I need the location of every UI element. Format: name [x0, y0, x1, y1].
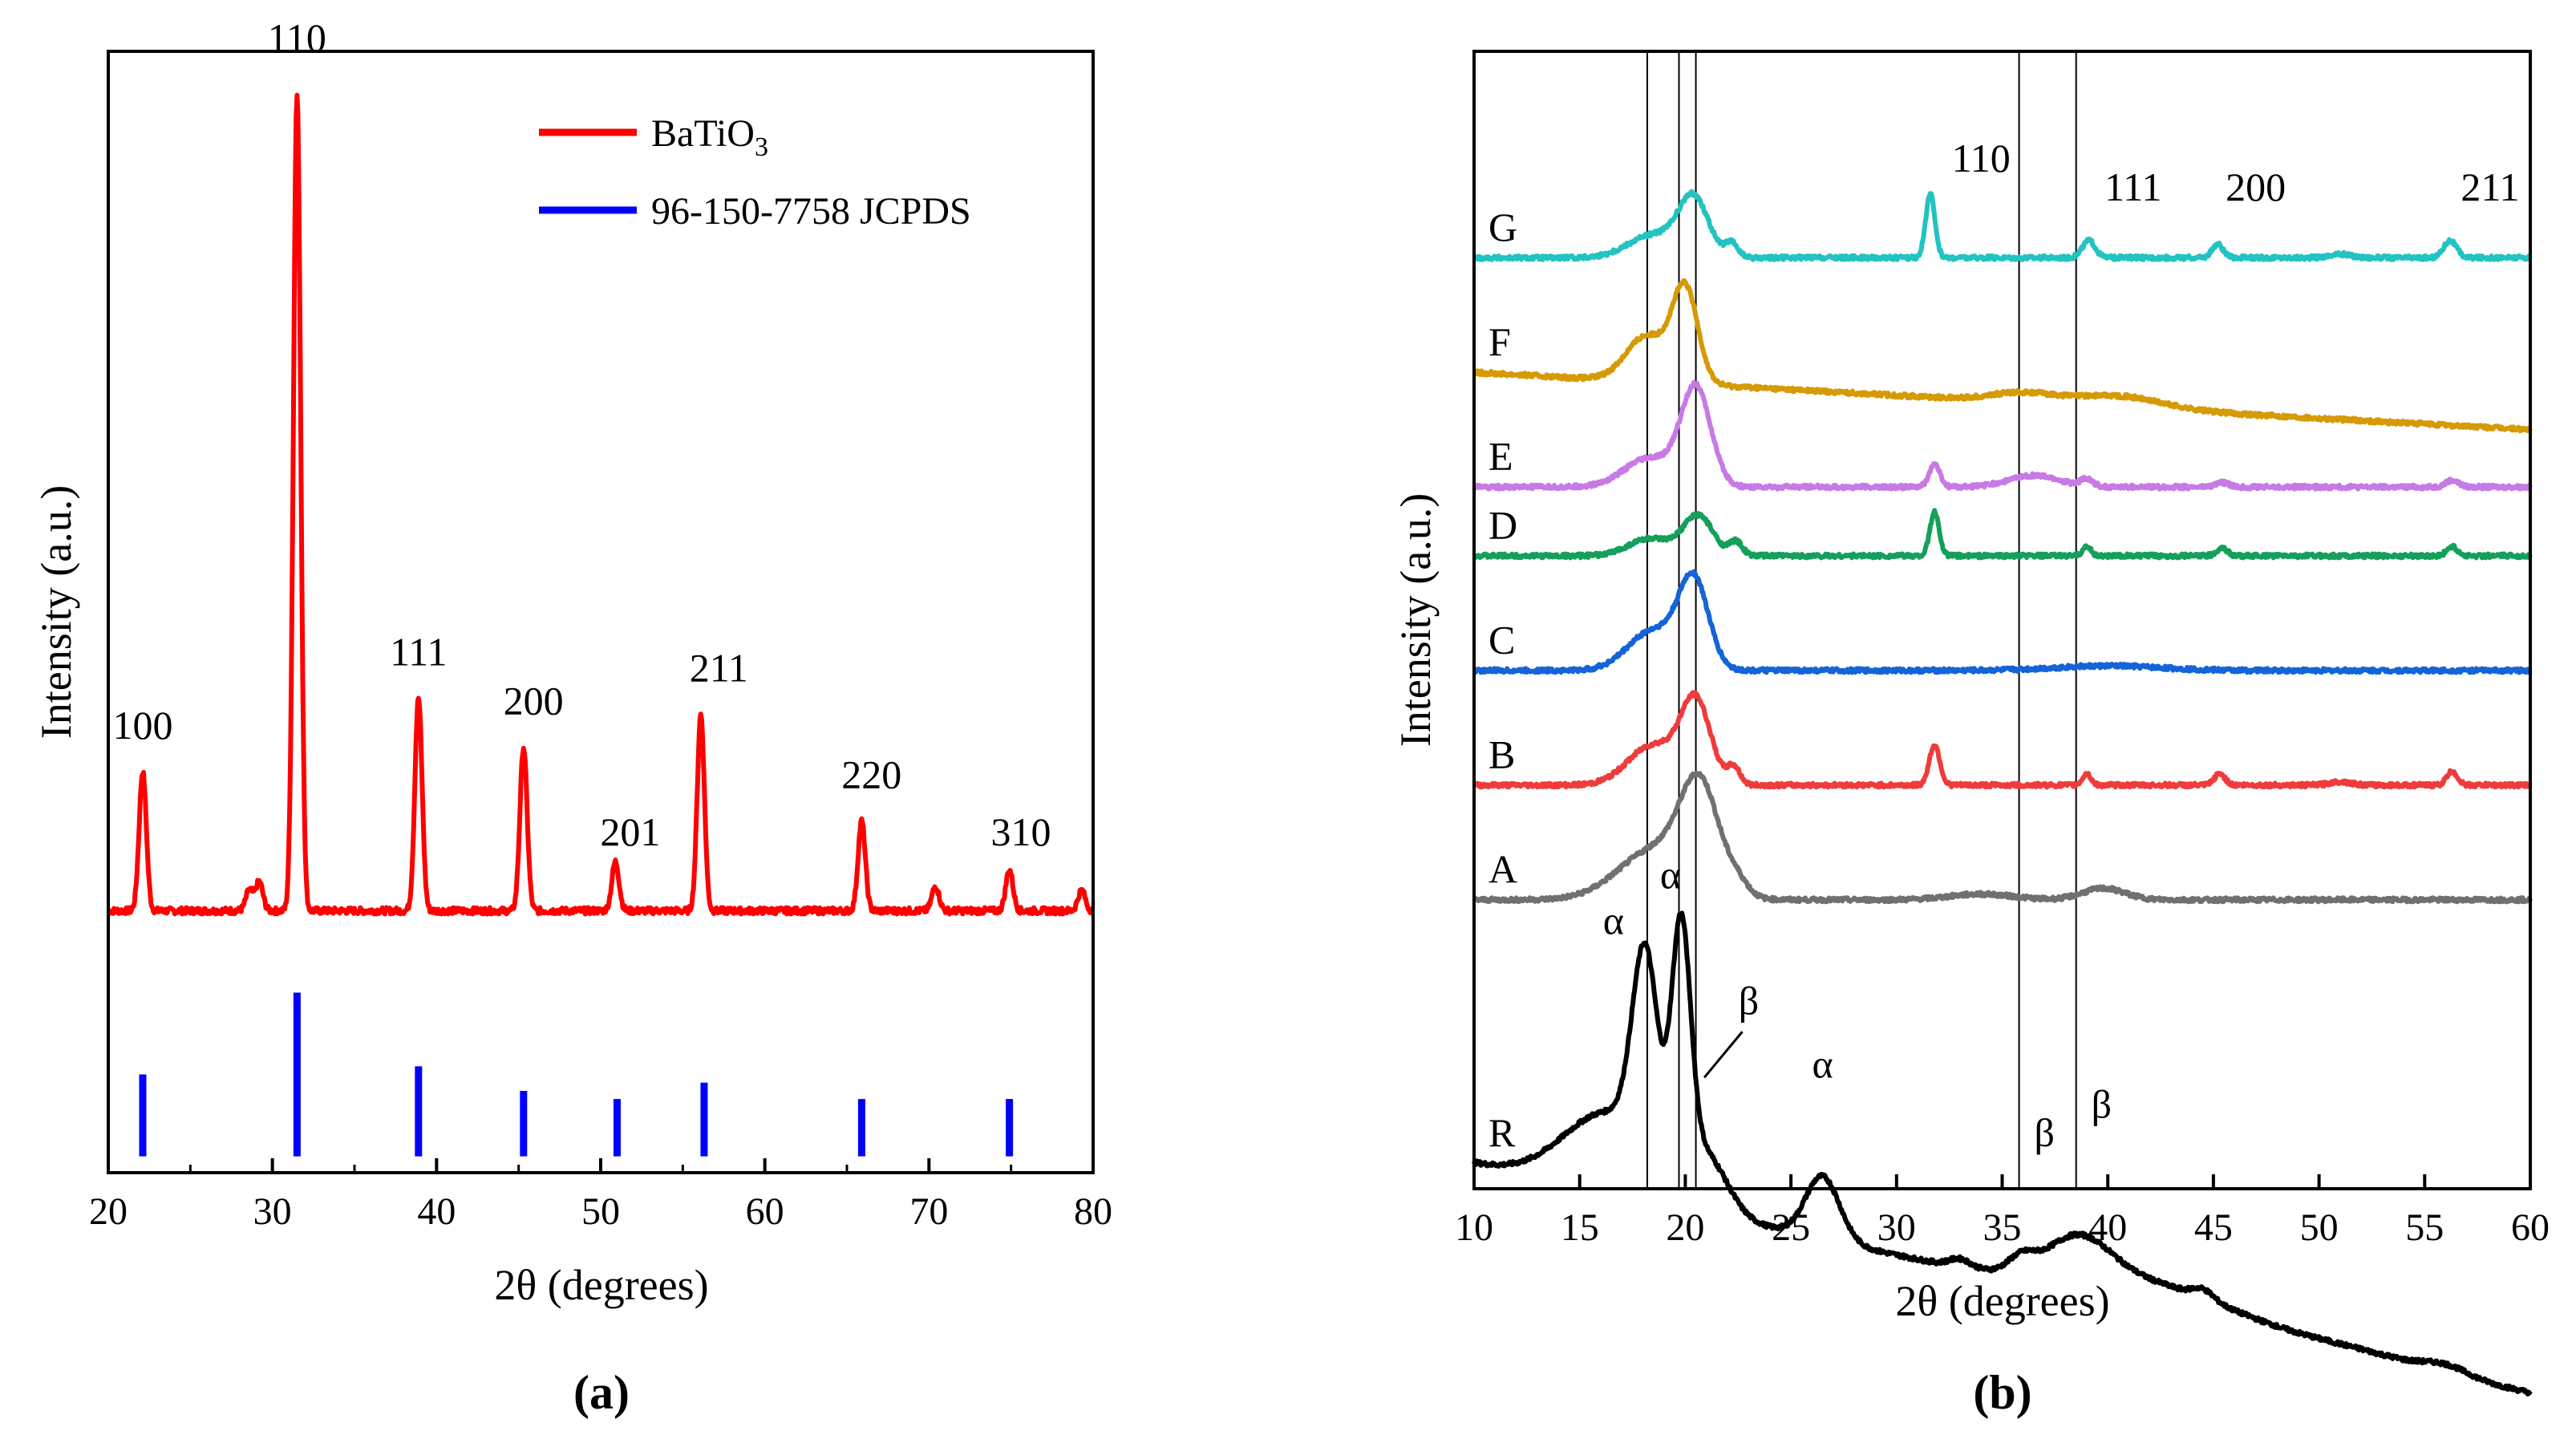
x-tick-label: 50 [581, 1190, 620, 1233]
peak-label: 310 [990, 809, 1051, 854]
curve-d [1472, 508, 2533, 561]
series-label-b: B [1488, 732, 1515, 776]
curve-a [1472, 770, 2533, 905]
peak-label: β [1739, 979, 1759, 1023]
peak-label: 111 [390, 629, 447, 674]
x-tick-label: 70 [909, 1190, 948, 1233]
series-label-d: D [1488, 503, 1517, 548]
x-tick-label: 20 [1666, 1206, 1704, 1249]
x-axis-title-b: 2θ (degrees) [1895, 1277, 2109, 1325]
curve-e [1472, 379, 2533, 492]
xrd-curves [1472, 188, 2533, 1396]
peak-labels-a: 100 110 111 200 201 211 220 310 [112, 15, 1051, 854]
batio3-curve [107, 92, 1095, 917]
series-label-g: G [1488, 205, 1517, 249]
x-tick-label: 50 [2300, 1206, 2339, 1249]
x-tick-label: 45 [2194, 1206, 2233, 1249]
peak-label: 211 [2461, 164, 2519, 209]
peak-label: 200 [504, 679, 564, 724]
x-tick-label: 15 [1561, 1206, 1599, 1249]
y-axis-title-b: Intensity (a.u.) [1391, 493, 1440, 747]
panel-a: 20 30 40 50 60 70 80 100110111200201211220310 … [32, 15, 1112, 1419]
series-label-e: E [1488, 434, 1513, 479]
x-tick-label: 55 [2405, 1206, 2444, 1249]
legend-a: BaTiO3 96-150-7758 JCPDS [539, 112, 971, 233]
peak-label: 200 [2226, 164, 2286, 209]
peak-label: β [2092, 1081, 2112, 1126]
x-tick-label: 35 [1983, 1206, 2022, 1249]
guide-lines [1646, 51, 2077, 1189]
series-label-a: A [1488, 846, 1517, 891]
panel-b: 10 15 20 25 30 35 40 45 50 55 60 R A B C DE F G 110 111 20… [1391, 50, 2550, 1419]
series-label-f: F [1488, 319, 1511, 364]
reference-bars [139, 992, 1014, 1157]
x-tick-label: 40 [417, 1190, 456, 1233]
peak-label: β [2034, 1110, 2054, 1155]
peak-label: α [1603, 898, 1624, 943]
curve-g [1472, 188, 2533, 262]
x-tick-label: 40 [2088, 1206, 2127, 1249]
curve-c [1472, 569, 2533, 675]
series-labels: R A B C DE F G [1488, 205, 1517, 1155]
peak-label: 100 [112, 703, 172, 748]
x-tick-label: 20 [89, 1190, 128, 1233]
series-label-r: R [1488, 1110, 1516, 1155]
x-tick-label: 80 [1074, 1190, 1112, 1233]
x-tick-label: 25 [1772, 1206, 1810, 1249]
peak-label: 211 [690, 646, 748, 691]
beta-arrow [1703, 1031, 1744, 1079]
panel-label-b: (b) [1973, 1366, 2031, 1419]
peak-label: 110 [268, 15, 326, 60]
peak-label: 220 [841, 752, 901, 796]
x-axis-ticks-a: 20 30 40 50 60 70 80 [89, 1158, 1112, 1233]
x-tick-label: 10 [1455, 1206, 1493, 1249]
peak-label: 111 [2104, 164, 2161, 209]
x-tick-label: 60 [746, 1190, 784, 1233]
panel-label-a: (a) [573, 1366, 630, 1419]
x-axis-ticks-b: 10 15 20 25 30 35 40 45 50 55 60 [1455, 1174, 2550, 1249]
legend-label-jcpds: 96-150-7758 JCPDS [651, 190, 971, 233]
curve-f [1472, 278, 2533, 434]
x-tick-label: 60 [2511, 1206, 2550, 1249]
x-tick-label: 30 [253, 1190, 292, 1233]
peak-label: α [1660, 852, 1681, 897]
legend-label-batio3: BaTiO3 [651, 112, 768, 162]
peak-label: 110 [1952, 136, 2011, 180]
curve-b [1472, 690, 2532, 790]
x-tick-label: 30 [1877, 1206, 1916, 1249]
curve-r [1472, 910, 2533, 1396]
peak-label: 201 [600, 809, 660, 854]
series-label-c: C [1488, 617, 1515, 662]
y-axis-title-a: Intensity (a.u.) [32, 485, 80, 739]
x-axis-title-a: 2θ (degrees) [494, 1261, 708, 1309]
peak-label: α [1813, 1041, 1833, 1086]
